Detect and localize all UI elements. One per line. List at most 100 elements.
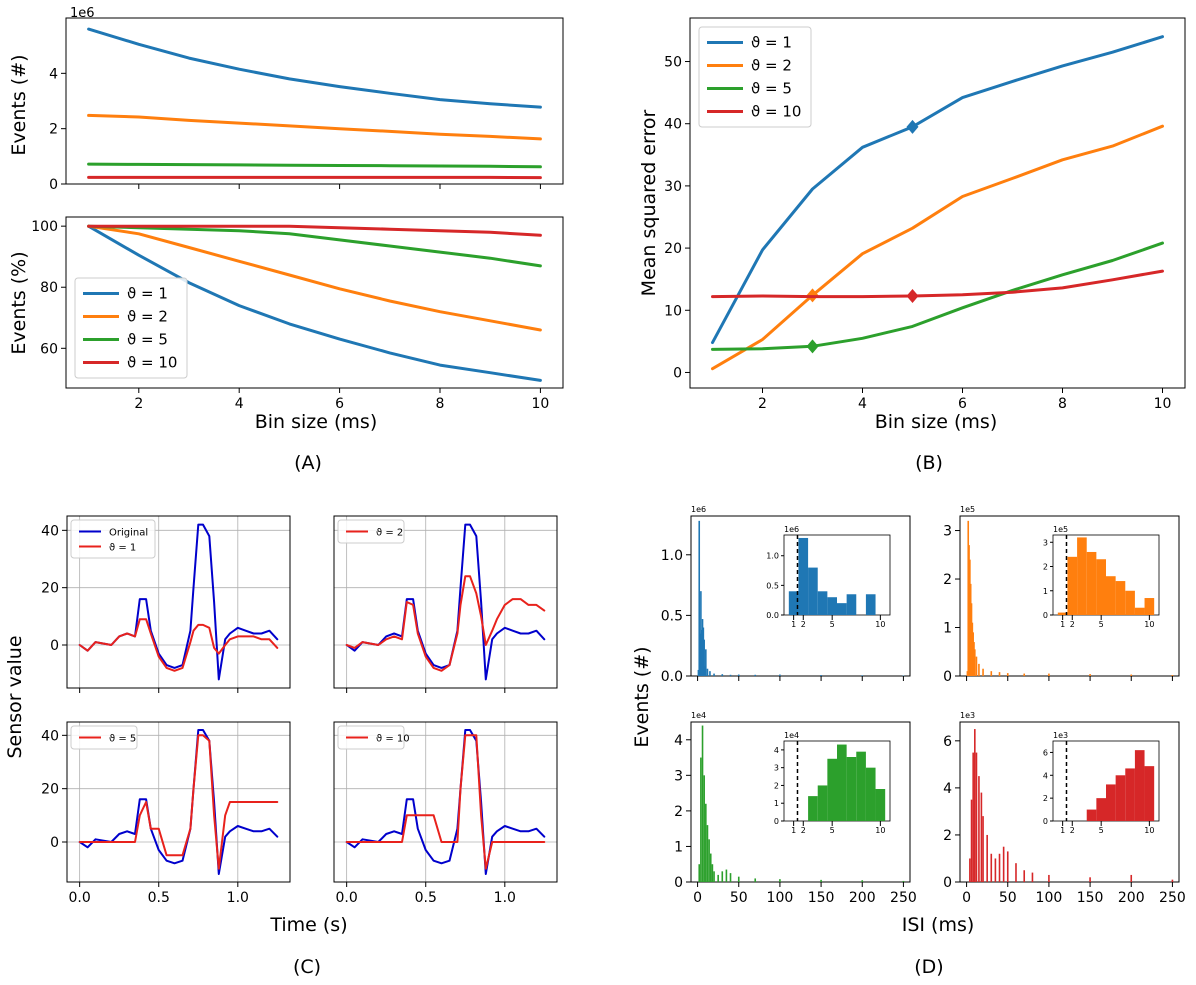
d4-bar (1089, 877, 1091, 882)
d2-inset-ytick-label: 0 (1043, 611, 1048, 620)
a-bot-series-2 (87, 224, 542, 332)
d2-bar (969, 583, 972, 676)
d1-bar (706, 668, 709, 676)
d4-bar (975, 752, 978, 882)
d3-ytick-label: 2 (674, 804, 683, 820)
d3-xtick-label: 50 (730, 890, 748, 906)
d1-inset-ytick-label: 1.0 (766, 552, 779, 561)
d1-bar (702, 627, 705, 676)
b-legend-entry: ϑ = 10 (751, 103, 801, 121)
d4-inset-ytick-label: 6 (1043, 748, 1048, 757)
d1-bar (697, 669, 700, 676)
c4-xtick-label: 1.0 (494, 890, 516, 906)
d1-inset-bar (865, 594, 876, 615)
a-legend-entry: ϑ = 5 (127, 331, 168, 349)
d3-xtick-label: 100 (767, 890, 794, 906)
d2-bar (1048, 673, 1050, 676)
c4-original-line (345, 729, 546, 875)
d1-inset-xtick-label: 5 (830, 620, 835, 629)
c3-ytick-label: 40 (41, 728, 59, 744)
d1-ytick-label: 1.0 (661, 548, 683, 564)
c1-legend-entry: ϑ = 1 (109, 543, 136, 554)
c3-legend-entry: ϑ = 5 (109, 734, 136, 745)
c4-legend-entry: ϑ = 10 (376, 734, 410, 745)
b-series-3 (711, 241, 1164, 351)
c4-xtick-label: 0.5 (415, 890, 437, 906)
d3-bar (754, 878, 757, 882)
b-marker-4 (906, 288, 919, 303)
a-bot-ytick-label: 60 (40, 341, 58, 357)
d4-inset-bar (1144, 766, 1155, 821)
b-legend-entry: ϑ = 5 (751, 80, 792, 98)
d3-inset-bar (875, 789, 886, 821)
b-series-2 (711, 124, 1164, 371)
d2-bar (974, 649, 976, 676)
d1-inset-xtick-label: 1 (791, 620, 796, 629)
d1-bar (713, 673, 715, 676)
d3-bar (709, 853, 712, 882)
d4-bar (1006, 851, 1009, 882)
b-series-4 (711, 269, 1164, 299)
d1-bar (709, 671, 711, 676)
d1-offset-text: 1e6 (691, 505, 706, 514)
c3-xtick-label: 1.0 (227, 890, 249, 906)
d3-bar (861, 880, 864, 882)
d1-inset-ytick-label: 0.0 (766, 611, 779, 620)
c4-frame (333, 721, 558, 883)
d1-inset-bar (808, 567, 818, 615)
a-bot-xtick-label: 4 (235, 396, 244, 412)
panel-a-bottom-axes: 2 4 6 8 10 60 80 100 ϑ = 1 ϑ = 2 ϑ = 5 ϑ = 10 (31, 216, 564, 412)
d3-inset-ytick-label: 1 (774, 799, 779, 808)
b-xtick-label: 10 (1154, 396, 1172, 412)
d3-bar (703, 775, 705, 882)
d3-inset-ytick-label: 0 (774, 817, 779, 826)
d2-bar (1089, 674, 1091, 676)
c2-frame (333, 515, 558, 689)
d4-ytick-label: 0 (943, 875, 952, 891)
d4-bar (986, 834, 988, 882)
c1-legend-entry: Original (109, 528, 148, 539)
d3-ytick-label: 4 (674, 733, 683, 749)
b-marker-1 (906, 119, 919, 134)
d2-bar (975, 656, 978, 676)
d1-bar (721, 674, 724, 676)
d4-inset-ytick-label: 2 (1043, 794, 1048, 803)
b-ytick-label: 50 (664, 55, 682, 71)
d1-bar (729, 674, 732, 676)
d2-ytick-label: 2 (943, 572, 952, 588)
d3-bar (717, 874, 719, 882)
d2-bar (967, 520, 970, 676)
d2-ytick-label: 3 (943, 524, 952, 540)
d4-xtick-label: 150 (1077, 890, 1104, 906)
d4-bar (1002, 846, 1005, 882)
b-xtick-label: 2 (758, 396, 767, 412)
d2-inset-bar (1086, 551, 1097, 615)
d1-bar (700, 629, 703, 676)
d3-bar (698, 864, 701, 882)
d3-bar (701, 725, 704, 882)
d4-inset-xtick-label: 5 (1099, 826, 1104, 835)
c2-legend-box (337, 519, 405, 544)
d4-bar (990, 853, 993, 882)
d1-bar (703, 639, 705, 676)
d1-bar (704, 666, 706, 676)
d3-ytick-label: 0 (674, 875, 683, 891)
d4-bar (969, 858, 971, 882)
d4-xtick-label: 0 (962, 890, 971, 906)
d1-inset-bar (798, 537, 809, 615)
d1-inset-ytick-label: 0.5 (766, 581, 779, 590)
d2-bar (971, 622, 974, 676)
a-top-series-2 (87, 113, 542, 141)
d3-inset-offset-text: 1e4 (784, 731, 799, 740)
d4-offset-text: 1e3 (960, 711, 975, 720)
d3-bar (729, 873, 732, 882)
b-legend-box (698, 26, 812, 128)
d3-bar (820, 879, 822, 882)
d2-bar (998, 672, 1001, 676)
d3-bar (902, 880, 905, 882)
a-bot-series-3 (87, 224, 542, 268)
d2-inset-xtick-label: 5 (1099, 620, 1104, 629)
d1-inset-bar (837, 603, 847, 615)
d4-inset-ytick-label: 0 (1043, 817, 1048, 826)
